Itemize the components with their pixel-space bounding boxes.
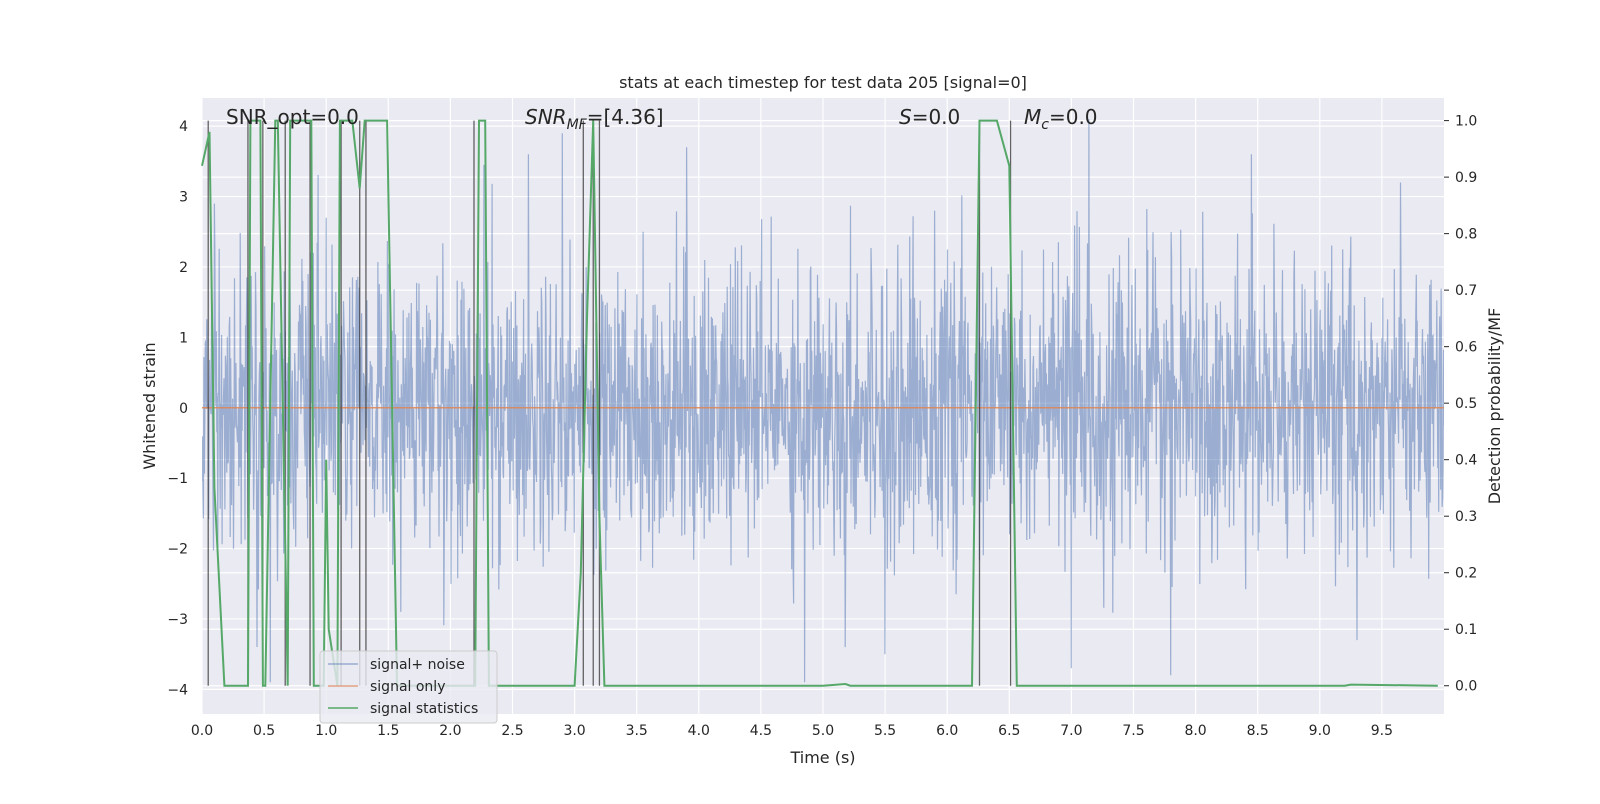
legend-label-signal-noise: signal+ noise: [370, 657, 465, 673]
y2-tick-label: 0.6: [1455, 340, 1477, 356]
annotation-mc: Mc=0.0: [1024, 105, 1098, 133]
x-tick-label: 8.0: [1184, 723, 1206, 739]
x-tick-label: 4.0: [688, 723, 710, 739]
y2-tick-label: 0.3: [1455, 509, 1477, 525]
y2-axis-label: Detection probability/MF: [1485, 308, 1504, 505]
y-tick-label: −3: [167, 612, 188, 628]
y-tick-label: −2: [167, 542, 188, 558]
annotation-snr-mf: SNRMF=[4.36]: [525, 105, 664, 133]
noise-series: [202, 119, 1444, 683]
x-axis-label: Time (s): [789, 748, 855, 767]
signal-statistics-series: [201, 119, 1438, 687]
y2-tick-label: 0.0: [1455, 679, 1477, 695]
x-tick-label: 1.0: [315, 723, 337, 739]
y2-tick-label: 0.5: [1455, 396, 1477, 412]
legend-item-signal-statistics: signal statistics: [328, 701, 478, 717]
tick-labels: 0.0 0.5 1.0 1.5 2.0 2.5 3.0 3.5 4.0 4.5 5.0 5.5 6.0 6…: [167, 114, 1477, 739]
grid-layer: [201, 98, 1444, 714]
annotation-s: S=0.0: [899, 105, 960, 129]
x-tick-label: 9.0: [1309, 723, 1331, 739]
x-tick-label: 6.5: [998, 723, 1020, 739]
y-tick-label: 0: [179, 401, 188, 417]
y-axis-label: Whitened strain: [140, 342, 159, 469]
x-tick-label: 7.0: [1060, 723, 1082, 739]
y-tick-label: −1: [167, 471, 188, 487]
legend: signal+ noise signal only signal statist…: [319, 650, 498, 724]
y2-tick-label: 0.1: [1455, 622, 1477, 638]
y2-tick-label: 0.9: [1455, 170, 1477, 186]
x-tick-label: 5.5: [874, 723, 896, 739]
y2-tick-label: 0.4: [1455, 453, 1477, 469]
y-tick-label: 4: [179, 119, 188, 135]
x-tick-label: 1.5: [377, 723, 399, 739]
y-tick-label: −4: [167, 682, 188, 698]
x-tick-label: 9.5: [1371, 723, 1393, 739]
x-tick-label: 3.5: [626, 723, 648, 739]
legend-item-signal-only: signal only: [328, 679, 445, 695]
noise-line: [202, 119, 1444, 683]
y-tick-label: 1: [179, 330, 188, 346]
y2-tick-label: 1.0: [1455, 114, 1477, 130]
y2-tick-label: 0.2: [1455, 566, 1477, 582]
x-tick-label: 5.0: [812, 723, 834, 739]
x-tick-label: 0.0: [191, 723, 213, 739]
x-tick-label: 8.5: [1247, 723, 1269, 739]
annotation-snr-opt: SNR_opt=0.0: [226, 105, 359, 129]
x-tick-label: 6.0: [936, 723, 958, 739]
legend-box: [319, 650, 498, 724]
x-tick-label: 7.5: [1122, 723, 1144, 739]
y-tick-label: 3: [179, 190, 188, 206]
legend-item-signal-noise: signal+ noise: [328, 657, 465, 673]
x-tick-label: 2.0: [439, 723, 461, 739]
x-tick-label: 3.0: [563, 723, 585, 739]
svg-text:Mc=0.0: Mc=0.0: [1024, 105, 1098, 133]
svg-text:S=0.0: S=0.0: [899, 105, 960, 129]
chart-title: stats at each timestep for test data 205…: [619, 73, 1027, 92]
x-tick-label: 2.5: [501, 723, 523, 739]
x-tick-label: 4.5: [750, 723, 772, 739]
legend-label-signal-statistics: signal statistics: [370, 701, 478, 717]
svg-text:SNRMF=[4.36]: SNRMF=[4.36]: [525, 105, 664, 133]
y2-tick-label: 0.8: [1455, 227, 1477, 243]
x-tick-label: 0.5: [253, 723, 275, 739]
signal-statistics-line: [201, 119, 1438, 687]
legend-label-signal-only: signal only: [370, 679, 445, 695]
y2-tick-label: 0.7: [1455, 283, 1477, 299]
y-tick-label: 2: [179, 260, 188, 276]
